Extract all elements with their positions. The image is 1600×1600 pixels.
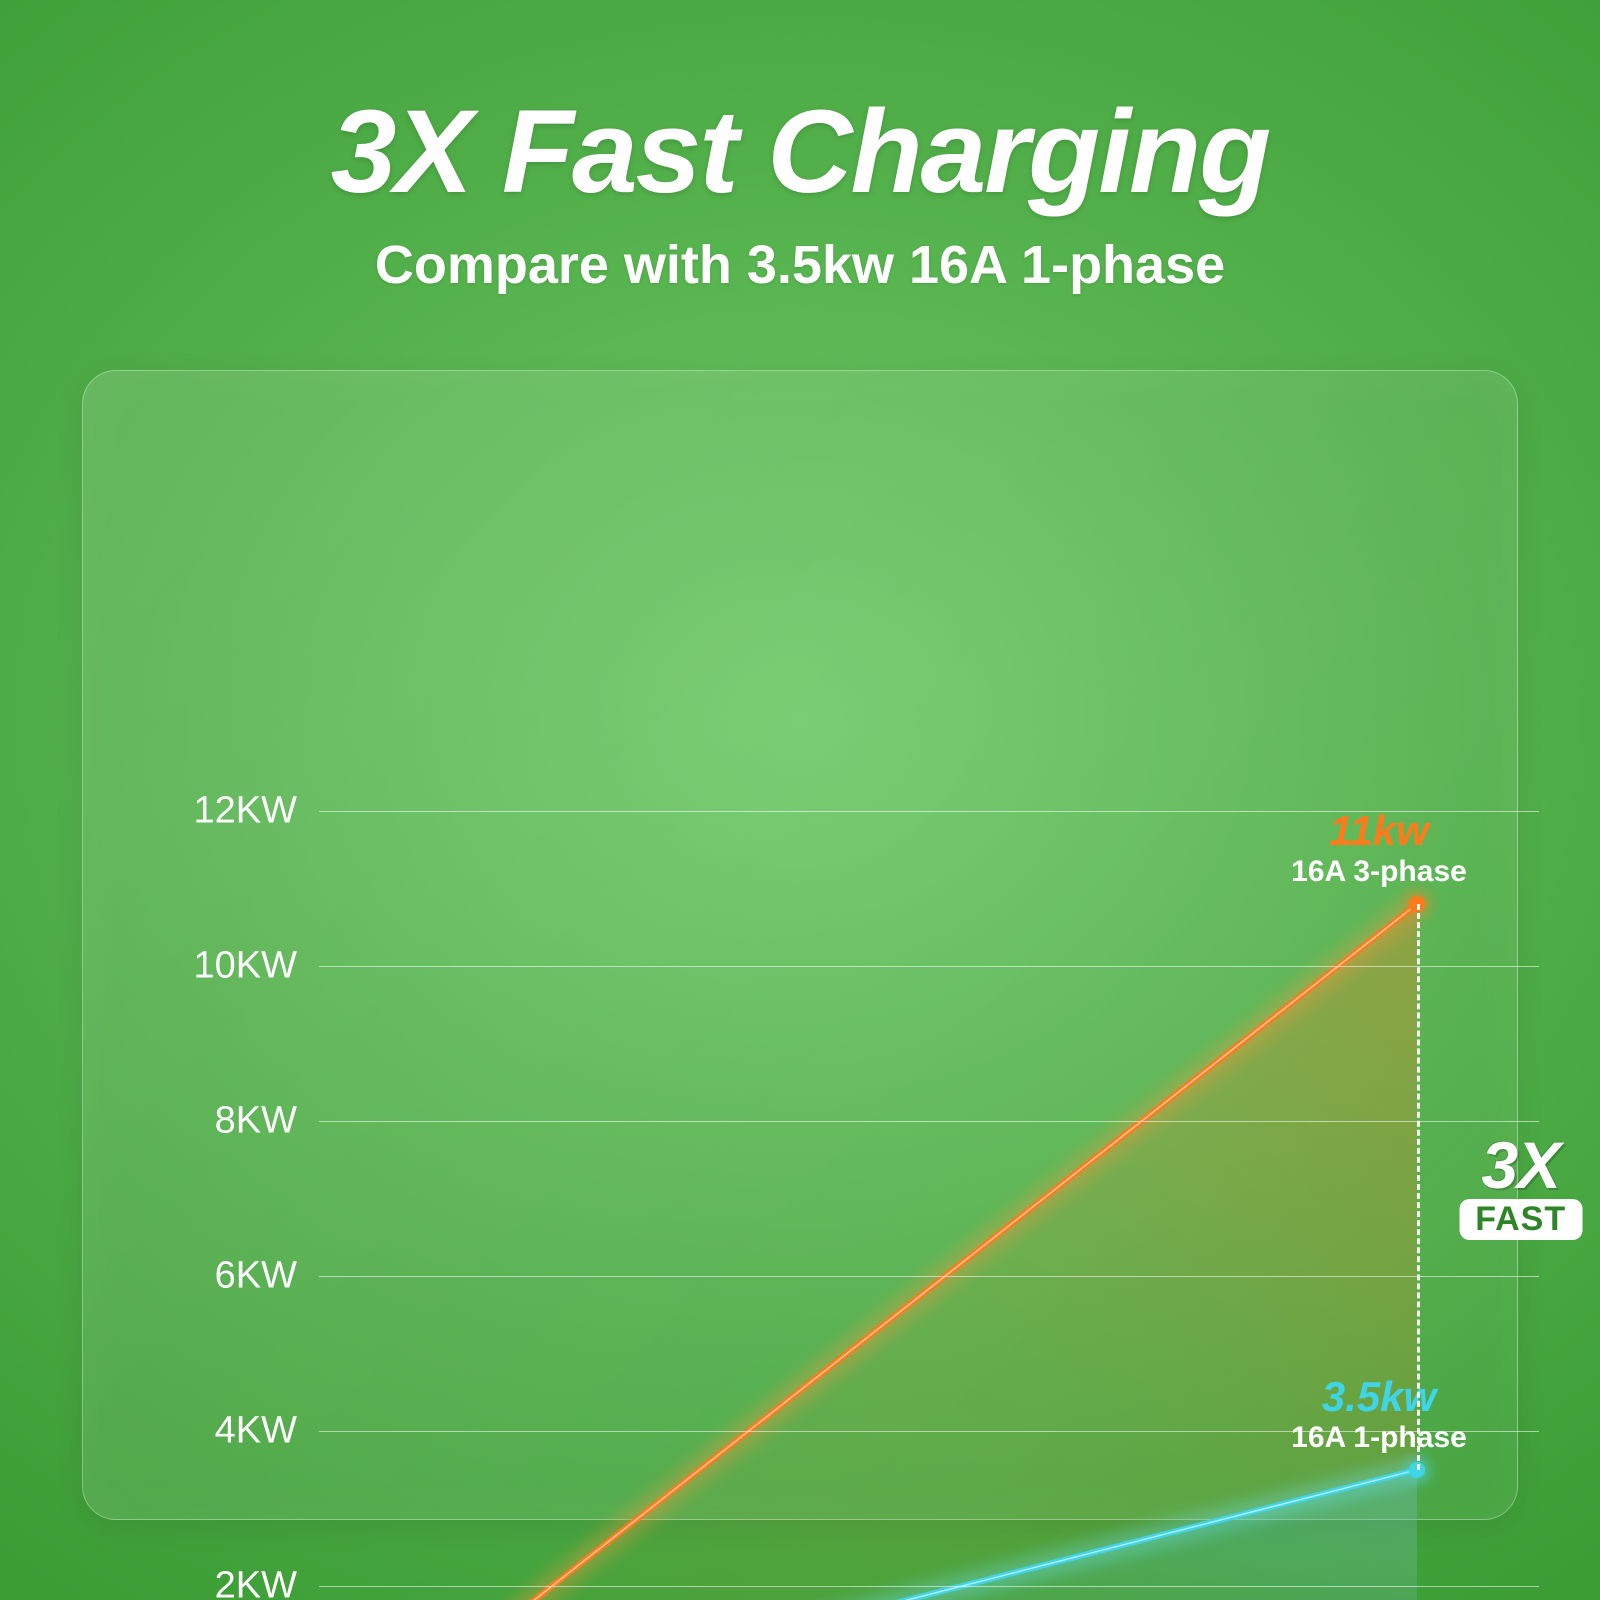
- fast-badge: 3XFAST: [1459, 1134, 1582, 1240]
- chart-card: 02KW4KW6KW8KW10KW12KW6A10A13A16A11kw16A …: [82, 370, 1518, 1520]
- chart-svg: [319, 811, 1539, 1600]
- y-axis-label: 10KW: [157, 945, 297, 988]
- gridline: [319, 1276, 1539, 1277]
- comparison-vline: [1417, 904, 1420, 1470]
- y-axis-label: 12KW: [157, 790, 297, 833]
- gridline: [319, 1121, 1539, 1122]
- y-axis-label: 2KW: [157, 1565, 297, 1600]
- subtitle: Compare with 3.5kw 16A 1-phase: [0, 234, 1600, 296]
- y-axis-label: 4KW: [157, 1410, 297, 1453]
- series-label-3-phase: 11kw16A 3-phase: [1291, 807, 1467, 890]
- series-label-1-phase: 3.5kw16A 1-phase: [1291, 1373, 1467, 1456]
- gridline: [319, 1586, 1539, 1587]
- y-axis-label: 6KW: [157, 1255, 297, 1298]
- chart-plot-area: 02KW4KW6KW8KW10KW12KW6A10A13A16A11kw16A …: [319, 811, 1539, 1600]
- gridline: [319, 966, 1539, 967]
- main-title: 3X Fast Charging: [0, 84, 1600, 220]
- y-axis-label: 8KW: [157, 1100, 297, 1143]
